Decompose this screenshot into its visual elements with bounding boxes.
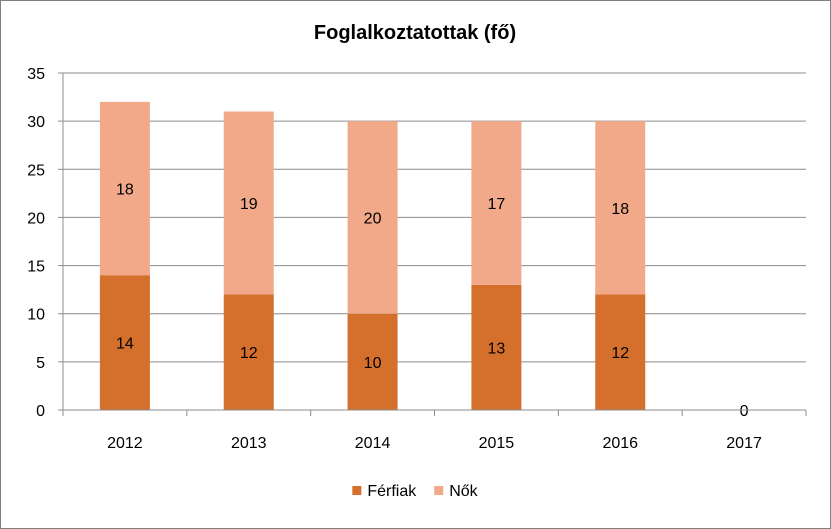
- y-tick-label: 10: [27, 307, 45, 324]
- chart-title: Foglalkoztatottak (fő): [314, 22, 516, 44]
- x-tick-label: 2014: [355, 435, 391, 452]
- bar: [595, 294, 646, 410]
- data-label: 12: [240, 345, 258, 362]
- legend-label: Nők: [449, 483, 478, 500]
- data-label: 0: [740, 403, 749, 420]
- bar: [223, 294, 274, 410]
- x-tick-label: 2016: [602, 435, 638, 452]
- y-tick-label: 25: [27, 162, 45, 179]
- legend: Férfiak Nők: [352, 483, 479, 500]
- data-label: 10: [364, 355, 382, 372]
- x-axis: 2012 2013 2014 2015 2016 2017: [62, 409, 807, 452]
- bar: [471, 284, 522, 410]
- x-tick-label: 2013: [231, 435, 267, 452]
- bars: [99, 101, 646, 410]
- bar: [99, 101, 150, 276]
- legend-label: Férfiak: [367, 483, 417, 500]
- bar: [99, 275, 150, 410]
- x-tick-label: 2012: [107, 435, 143, 452]
- y-tick-label: 0: [36, 403, 45, 420]
- data-label: 12: [611, 345, 629, 362]
- y-tick-label: 35: [27, 66, 45, 83]
- data-label: 20: [364, 210, 382, 227]
- legend-swatch: [352, 486, 362, 495]
- bar: [223, 111, 274, 295]
- data-labels: 14 18 12 19 10 20 13 17 12 18 0: [116, 182, 749, 420]
- x-tick-label: 2015: [479, 435, 515, 452]
- y-axis: 0 5 10 15 20 25 30 35: [27, 66, 64, 420]
- x-tick-label: 2017: [726, 435, 762, 452]
- data-label: 18: [611, 201, 629, 218]
- bar: [595, 121, 646, 295]
- bar: [347, 313, 398, 410]
- y-tick-label: 20: [27, 210, 45, 227]
- y-tick-label: 15: [27, 259, 45, 276]
- y-tick-label: 5: [36, 355, 45, 372]
- gridlines: [63, 72, 806, 363]
- legend-swatch: [434, 486, 444, 495]
- data-label: 17: [488, 196, 506, 213]
- data-label: 18: [116, 182, 134, 199]
- bar: [471, 121, 522, 285]
- bar: [347, 121, 398, 314]
- data-label: 19: [240, 196, 258, 213]
- data-label: 13: [488, 340, 506, 357]
- y-tick-label: 30: [27, 114, 45, 131]
- data-label: 14: [116, 336, 134, 353]
